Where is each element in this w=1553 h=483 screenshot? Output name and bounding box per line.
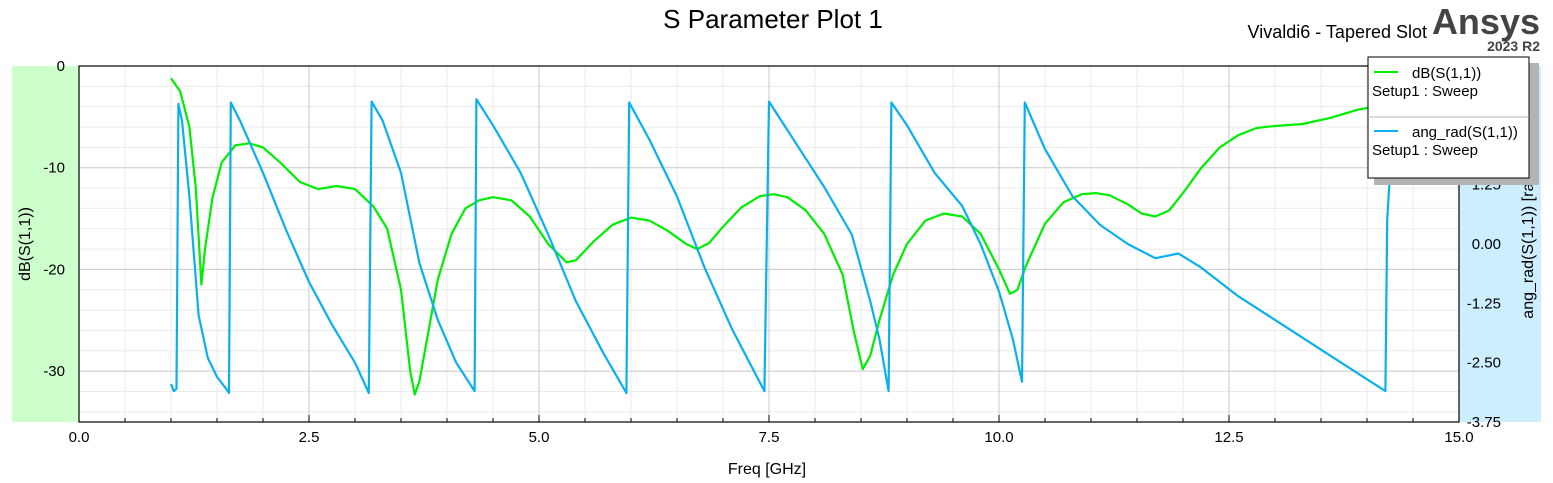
x-tick-label: 2.5: [299, 429, 320, 446]
left-axis-band: [12, 66, 79, 422]
left-y-axis-label: dB(S(1,1)): [17, 207, 34, 281]
series-line-ang[interactable]: [169, 98, 1392, 395]
tick-labels: 0.0 2.5 5.0 7.5 10.0 12.5 15.00-10-20-301.250.…: [43, 58, 1537, 446]
x-tick-label: 12.5: [1214, 429, 1243, 446]
legend[interactable]: dB(S(1,1)) Setup1 : Sweep ang_rad(S(1,1)…: [1367, 56, 1539, 185]
left-y-tick-label: -30: [43, 363, 65, 380]
design-subtitle: Vivaldi6 - Tapered Slot: [1248, 22, 1427, 42]
right-y-tick-label: -3.75: [1467, 414, 1501, 431]
x-tick-label: 7.5: [759, 429, 780, 446]
right-y-axis-label: ang_rad(S(1,1)) [rad]: [1520, 169, 1537, 318]
x-tick-label: 0.0: [69, 429, 90, 446]
x-tick-label: 15.0: [1444, 429, 1473, 446]
x-axis-label: Freq [GHz]: [728, 461, 806, 478]
left-y-tick-label: -20: [43, 261, 65, 278]
legend-setup-ang: Setup1 : Sweep: [1372, 142, 1478, 159]
series-layer: [169, 77, 1392, 396]
legend-entry-ang: ang_rad(S(1,1)): [1412, 124, 1518, 141]
right-y-tick-label: -1.25: [1467, 295, 1501, 312]
x-tick-label: 5.0: [529, 429, 550, 446]
left-y-tick-label: -10: [43, 160, 65, 177]
right-y-tick-label: -2.50: [1467, 355, 1501, 372]
right-y-tick-label: 0.00: [1472, 236, 1501, 253]
legend-entry-db: dB(S(1,1)): [1412, 65, 1481, 82]
ansys-logo: Ansys: [1432, 1, 1540, 42]
ansys-version: 2023 R2: [1487, 38, 1540, 54]
chart-title: S Parameter Plot 1: [663, 4, 883, 34]
series-line-db[interactable]: [170, 77, 1386, 396]
legend-setup-db: Setup1 : Sweep: [1372, 83, 1478, 100]
x-tick-label: 10.0: [984, 429, 1013, 446]
left-y-tick-label: 0: [57, 58, 65, 75]
